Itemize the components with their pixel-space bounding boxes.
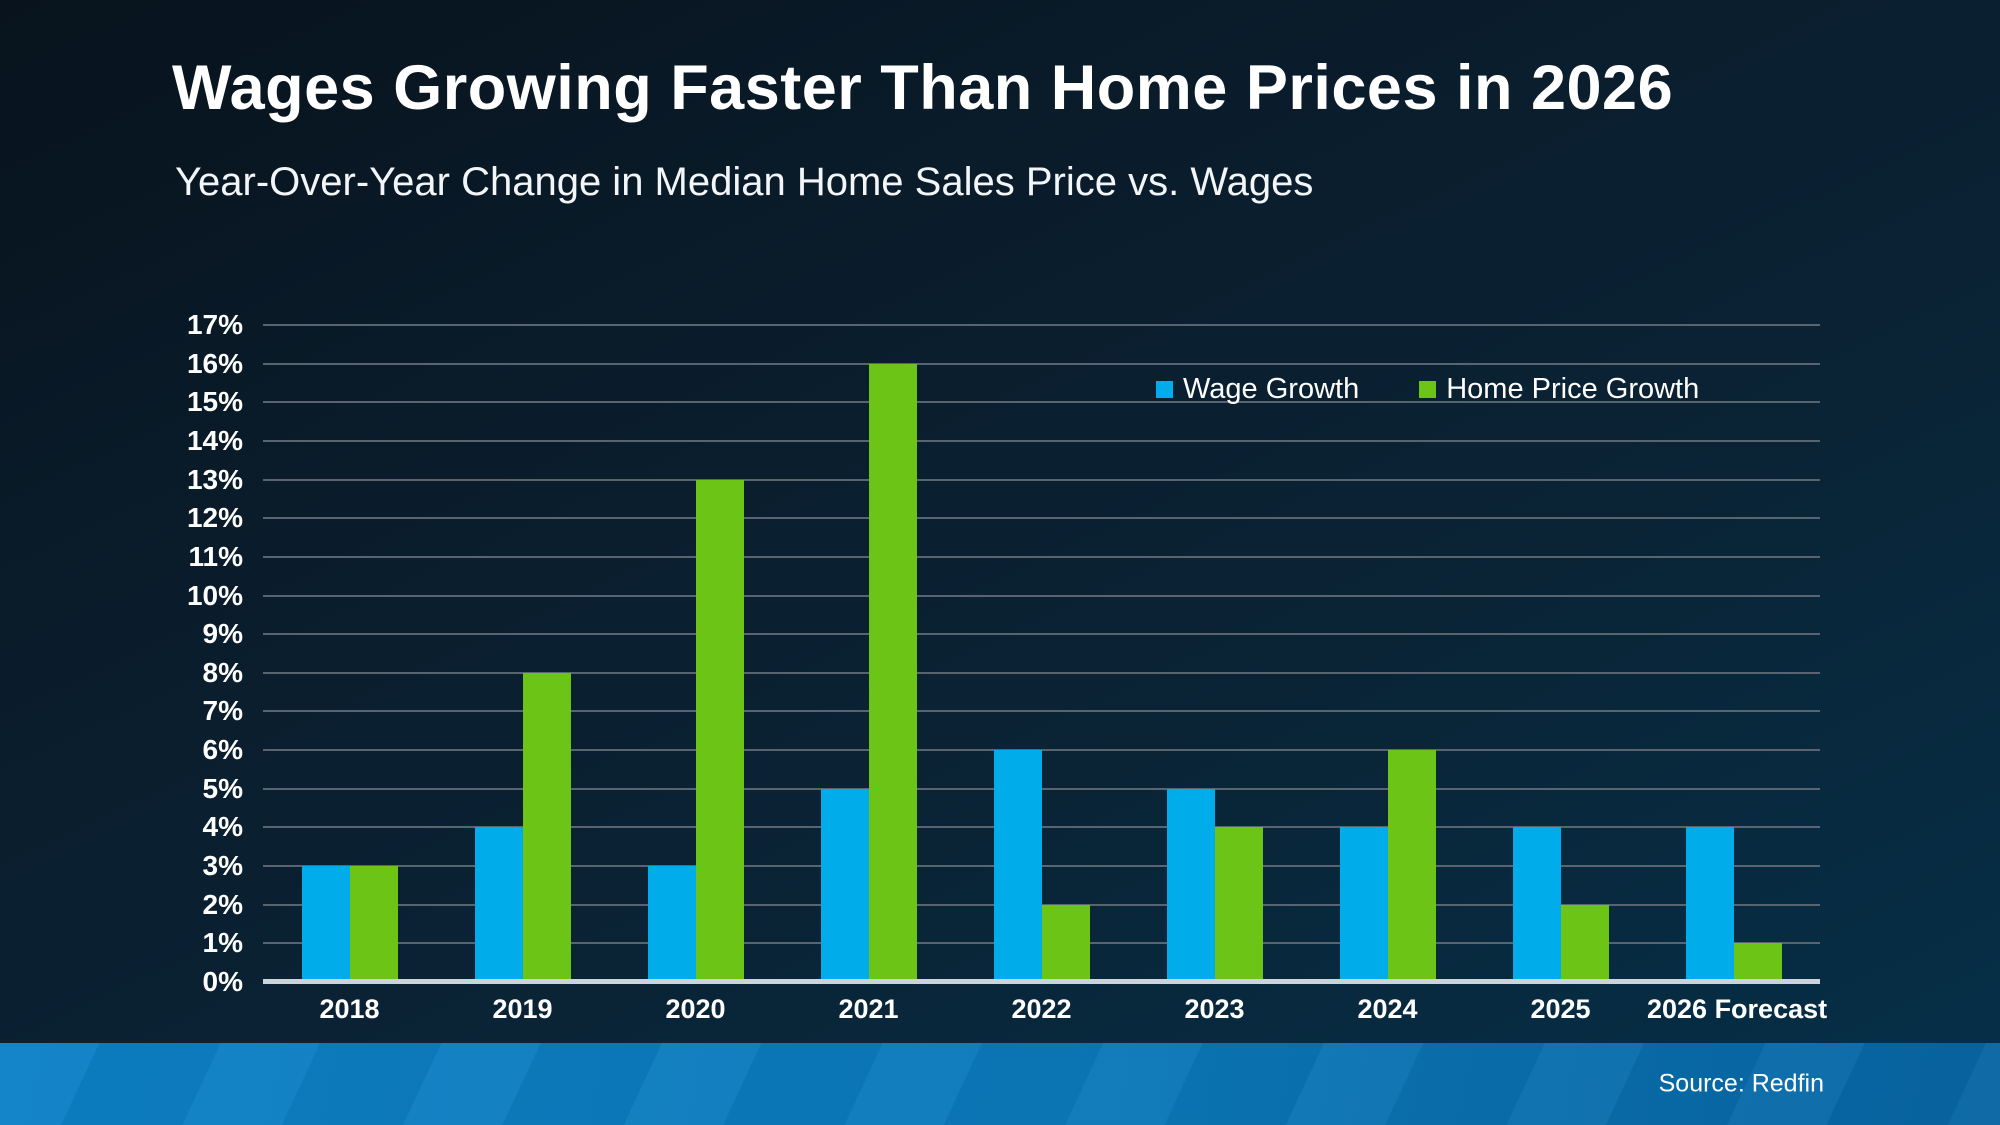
bar-wage-growth-2019 [474, 827, 523, 982]
legend-label: Wage Growth [1183, 373, 1360, 405]
chart-legend: Wage Growth Home Price Growth [1156, 373, 1699, 406]
bar-home-price-growth-2019 [522, 672, 571, 982]
y-axis-tick-label-11pct: 11% [188, 540, 244, 572]
bar-home-price-growth-2025 [1560, 904, 1609, 982]
y-axis-tick-label-10pct: 10% [186, 579, 243, 611]
y-axis-tick-label-17pct: 17% [186, 309, 243, 340]
gridline-4pct [263, 826, 1820, 829]
y-axis-tick-label-13pct: 13% [186, 463, 243, 495]
bar-wage-growth-2023 [1166, 788, 1215, 982]
footer-band: Source: Redfin [0, 1043, 2000, 1125]
gridline-16pct [263, 362, 1820, 365]
y-axis-tick-label-1pct: 1% [202, 927, 243, 959]
gridline-11pct [263, 555, 1820, 558]
gridline-3pct [263, 865, 1820, 868]
bar-wage-growth-2020 [647, 866, 696, 982]
bar-home-price-growth-2021 [868, 363, 917, 982]
y-axis-tick-label-16pct: 16% [186, 347, 243, 379]
y-axis-tick-label-0pct: 0% [202, 966, 243, 997]
x-axis-tick-label-2019: 2019 [492, 994, 553, 1024]
y-axis-tick-label-15pct: 15% [186, 386, 243, 418]
bar-home-price-growth-2026-forecast [1733, 943, 1782, 982]
x-axis-tick-label-2023: 2023 [1184, 994, 1245, 1024]
bar-home-price-growth-2024 [1387, 750, 1436, 982]
y-axis-tick-label-14pct: 14% [186, 424, 243, 456]
x-axis-tick-label-2020: 2020 [665, 994, 726, 1024]
bar-home-price-growth-2018 [349, 866, 398, 982]
bar-home-price-growth-2020 [695, 479, 744, 982]
x-axis-tick-label-2018: 2018 [319, 994, 380, 1024]
y-axis-tick-label-8pct: 8% [202, 656, 243, 688]
gridline-17pct [263, 324, 1820, 326]
bar-wage-growth-2024 [1339, 827, 1388, 982]
x-axis-tick-label-2026-forecast: 2026 Forecast [1647, 994, 1828, 1024]
x-axis-tick-label-2022: 2022 [1011, 994, 1072, 1024]
y-axis-tick-label-4pct: 4% [202, 811, 243, 843]
gridline-6pct [263, 749, 1820, 752]
bar-chart-plot-area: 0% 1% 2% 3% 4% 5% 6% 7% 8% 9% 10% 11% 12% 13% 14% 15% 16… [187, 309, 1827, 1024]
y-axis-tick-label-3pct: 3% [202, 850, 243, 882]
source-label: Source: Redfin [1658, 1069, 1824, 1098]
x-axis-tick-label-2025: 2025 [1530, 994, 1591, 1024]
bar-wage-growth-2025 [1512, 827, 1561, 982]
legend-item-home-price-growth: Home Price Growth [1419, 373, 1699, 406]
y-axis-tick-label-6pct: 6% [202, 734, 243, 766]
y-axis-tick-label-2pct: 2% [202, 888, 243, 920]
gridline-14pct [263, 439, 1820, 442]
home-price-growth-swatch-icon [1419, 381, 1437, 398]
legend-item-wage-growth: Wage Growth [1156, 373, 1359, 406]
x-axis-tick-label-2024: 2024 [1357, 994, 1418, 1024]
gridline-7pct [263, 710, 1820, 713]
x-axis-line [263, 979, 1820, 984]
gridline-9pct [263, 633, 1820, 636]
gridline-15pct [263, 401, 1820, 404]
bar-wage-growth-2022 [993, 750, 1042, 982]
bar-wage-growth-2018 [301, 866, 350, 982]
gridline-13pct [263, 478, 1820, 481]
y-axis-tick-label-7pct: 7% [202, 695, 243, 727]
bar-home-price-growth-2022 [1041, 904, 1090, 982]
bar-wage-growth-2021 [820, 788, 869, 982]
gridline-10pct [263, 594, 1820, 597]
chart-subtitle: Year-Over-Year Change in Median Home Sal… [175, 160, 1314, 204]
gridline-12pct [263, 517, 1820, 520]
y-axis-tick-label-9pct: 9% [202, 618, 243, 650]
y-axis-tick-label-5pct: 5% [202, 772, 243, 804]
bar-home-price-growth-2023 [1214, 827, 1263, 982]
x-axis-tick-label-2021: 2021 [838, 994, 899, 1024]
wage-growth-swatch-icon [1156, 381, 1173, 398]
gridline-5pct [263, 787, 1820, 790]
y-axis-tick-label-12pct: 12% [186, 502, 243, 534]
chart-title: Wages Growing Faster Than Home Prices in… [172, 53, 1674, 123]
bar-wage-growth-2026-forecast [1685, 827, 1734, 982]
gridline-8pct [263, 671, 1820, 674]
legend-label: Home Price Growth [1446, 373, 1700, 405]
